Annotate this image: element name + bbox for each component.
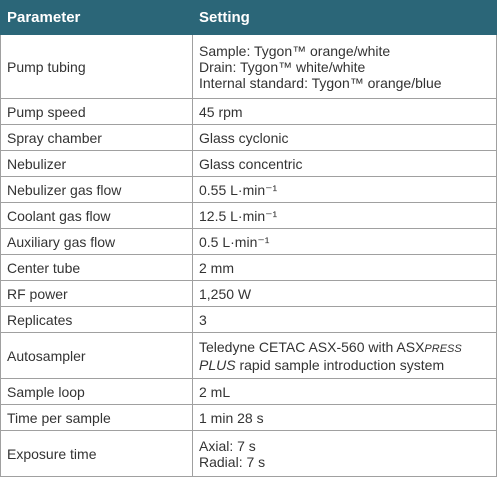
header-row: Parameter Setting <box>0 0 497 35</box>
parameter: Pump speed <box>0 98 193 125</box>
row: Sample loop 2 mL <box>0 378 497 405</box>
parameter: Sample loop <box>0 378 193 405</box>
parameter: Replicates <box>0 306 193 333</box>
text: PLUS <box>199 356 236 373</box>
setting: Teledyne CETAC ASX-560 with ASXPRESS PLU… <box>192 332 497 379</box>
parameter: Time per sample <box>0 404 193 431</box>
setting: 1 min 28 s <box>192 404 497 431</box>
setting: 1,250 W <box>192 280 497 307</box>
setting-line: Sample: Tygon™ orange/white <box>199 42 391 59</box>
row: Nebulizer Glass concentric <box>0 150 497 177</box>
setting: 45 rpm <box>192 98 497 125</box>
parameter: Coolant gas flow <box>0 202 193 229</box>
setting: Axial: 7 s Radial: 7 s <box>192 430 497 477</box>
setting-line: Radial: 7 s <box>199 453 266 470</box>
setting-line: Axial: 7 s <box>199 437 256 454</box>
setting: Glass cyclonic <box>192 124 497 151</box>
setting: 12.5 L·min⁻¹ <box>192 202 497 229</box>
parameter: Nebulizer <box>0 150 193 177</box>
row: Center tube 2 mm <box>0 254 497 281</box>
setting: 0.55 L·min⁻¹ <box>192 176 497 203</box>
parameter: Pump tubing <box>0 34 193 99</box>
setting: Glass concentric <box>192 150 497 177</box>
setting: 0.5 L·min⁻¹ <box>192 228 497 255</box>
row: Pump tubing Sample: Tygon™ orange/white … <box>0 34 497 99</box>
row: Spray chamber Glass cyclonic <box>0 124 497 151</box>
parameter: Nebulizer gas flow <box>0 176 193 203</box>
text: Teledyne CETAC ASX-560 with ASX <box>199 338 425 355</box>
parameter: RF power <box>0 280 193 307</box>
header-cell: Setting <box>192 0 497 35</box>
setting-line: PLUS rapid sample introduction system <box>199 357 490 373</box>
parameter: Spray chamber <box>0 124 193 151</box>
text: PRESS <box>424 342 462 355</box>
setting: 3 <box>192 306 497 333</box>
header-cell: Parameter <box>0 0 193 35</box>
row: Coolant gas flow 12.5 L·min⁻¹ <box>0 202 497 229</box>
setting: 2 mm <box>192 254 497 281</box>
row: Auxiliary gas flow 0.5 L·min⁻¹ <box>0 228 497 255</box>
row: Autosampler Teledyne CETAC ASX-560 with … <box>0 332 497 379</box>
setting-line: Drain: Tygon™ white/white <box>199 58 366 75</box>
setting: 2 mL <box>192 378 497 405</box>
row: RF power 1,250 W <box>0 280 497 307</box>
row: Time per sample 1 min 28 s <box>0 404 497 431</box>
parameter: Center tube <box>0 254 193 281</box>
parameter: Auxiliary gas flow <box>0 228 193 255</box>
parameter: Autosampler <box>0 332 193 379</box>
setting-line: Internal standard: Tygon™ orange/blue <box>199 74 442 91</box>
text: rapid sample introduction system <box>235 356 445 373</box>
row: Pump speed 45 rpm <box>0 98 497 125</box>
row: Nebulizer gas flow 0.55 L·min⁻¹ <box>0 176 497 203</box>
parameter: Exposure time <box>0 430 193 477</box>
row: Exposure time Axial: 7 s Radial: 7 s <box>0 430 497 477</box>
setting: Sample: Tygon™ orange/white Drain: Tygon… <box>192 34 497 99</box>
setting-line: Teledyne CETAC ASX-560 with ASXPRESS <box>199 339 490 357</box>
row: Replicates 3 <box>0 306 497 333</box>
